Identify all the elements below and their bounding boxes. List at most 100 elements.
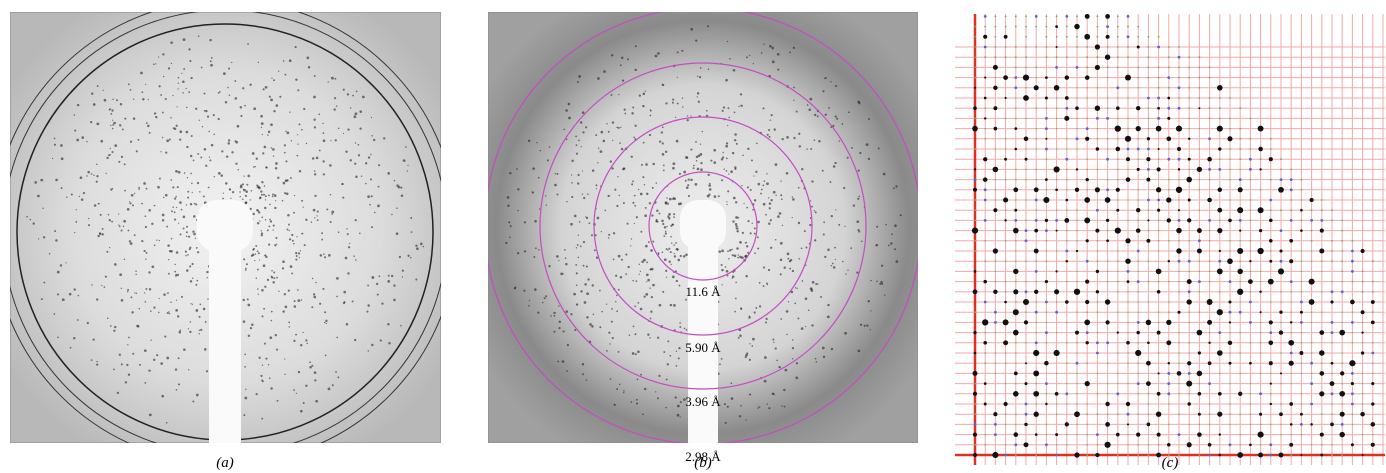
reflection — [1237, 268, 1243, 275]
reflection — [983, 34, 988, 39]
spot — [787, 257, 790, 260]
spot — [753, 311, 756, 314]
spot — [615, 301, 617, 303]
reflection — [1127, 454, 1129, 456]
spot — [118, 225, 121, 228]
reflection — [1177, 259, 1181, 263]
reflection — [1157, 158, 1160, 161]
spot — [189, 265, 192, 268]
spot — [663, 235, 666, 238]
spot — [410, 231, 413, 233]
spot — [245, 267, 247, 270]
reflection — [1300, 260, 1303, 263]
spot — [32, 222, 35, 225]
reflection — [1004, 290, 1007, 293]
spot — [311, 157, 315, 160]
reflection — [1216, 350, 1223, 356]
spot — [768, 407, 771, 410]
spot — [153, 112, 157, 115]
reflection — [1198, 209, 1201, 212]
spot — [749, 343, 751, 345]
spot — [795, 110, 798, 113]
spot — [632, 106, 635, 109]
reflection — [1004, 117, 1007, 120]
spot — [834, 115, 837, 118]
spot — [644, 90, 647, 92]
spot — [811, 280, 815, 284]
spot — [148, 413, 152, 417]
spot — [270, 310, 273, 313]
reflection — [1086, 56, 1089, 59]
spot — [708, 188, 712, 191]
reflection — [1178, 239, 1180, 242]
reflection — [1085, 331, 1089, 334]
spot — [762, 107, 765, 110]
spot — [643, 387, 647, 391]
reflection — [1115, 146, 1121, 152]
reflection — [1033, 390, 1040, 397]
spot — [591, 325, 594, 328]
spot — [737, 336, 740, 339]
spot — [686, 119, 689, 122]
reflection — [1147, 198, 1150, 202]
spot — [264, 219, 267, 221]
spot — [644, 206, 647, 209]
spot — [844, 331, 847, 335]
reflection — [1025, 25, 1027, 28]
reflection — [1137, 362, 1140, 365]
spot — [835, 84, 838, 87]
spot — [783, 266, 786, 269]
reflection — [1269, 402, 1273, 406]
spot — [801, 280, 804, 282]
spot — [546, 159, 549, 162]
spot — [638, 188, 640, 191]
spot — [257, 293, 260, 295]
spot — [260, 126, 263, 129]
reflection — [1075, 249, 1079, 253]
spot — [270, 319, 273, 322]
reflection — [1004, 239, 1007, 242]
reflection — [1045, 382, 1048, 385]
spot — [643, 258, 646, 262]
reflection — [1238, 310, 1242, 314]
reflection — [1147, 96, 1150, 100]
spot — [111, 151, 114, 154]
spot — [686, 115, 689, 117]
spot — [118, 213, 120, 215]
reflection — [1339, 411, 1345, 417]
reflection — [1249, 300, 1252, 304]
spot — [284, 373, 286, 376]
spot — [670, 263, 672, 266]
reflection — [1065, 321, 1068, 324]
spot — [199, 191, 201, 193]
reflection — [1330, 290, 1334, 294]
spot — [54, 230, 57, 233]
reflection — [1025, 341, 1027, 344]
spot — [396, 207, 398, 209]
reflection — [1116, 260, 1119, 263]
reflection — [1249, 341, 1252, 344]
spot — [890, 242, 893, 245]
spot — [276, 399, 279, 402]
reflection — [1116, 352, 1119, 354]
spot — [763, 266, 766, 269]
spot — [205, 370, 209, 373]
reflection — [992, 451, 999, 459]
reflection — [1137, 260, 1140, 263]
spot — [509, 171, 512, 175]
spot — [261, 181, 264, 184]
reflection — [1055, 270, 1058, 273]
reflection — [1227, 258, 1233, 265]
spot — [77, 294, 80, 297]
reflection — [1054, 289, 1060, 295]
reflection — [1075, 106, 1079, 110]
spot — [646, 261, 648, 264]
reflection — [1147, 443, 1150, 446]
reflection — [983, 402, 987, 406]
spot — [65, 262, 67, 264]
spot — [674, 116, 677, 119]
spot — [208, 130, 210, 133]
reflection — [1280, 392, 1282, 395]
reflection — [1106, 117, 1109, 120]
reflection — [1175, 125, 1183, 132]
